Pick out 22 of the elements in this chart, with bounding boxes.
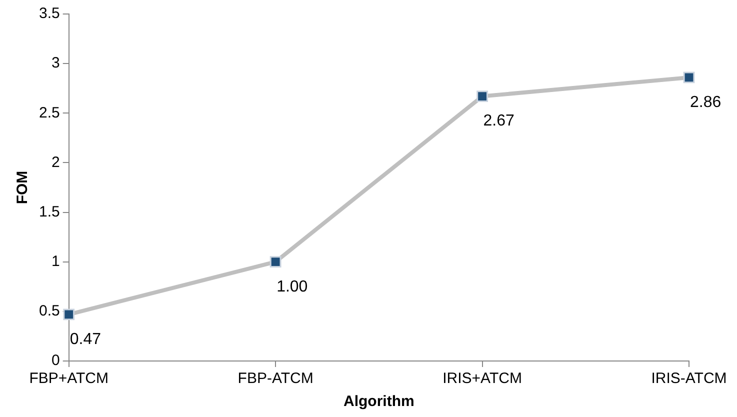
point — [63, 308, 75, 320]
x-tick-label: IRIS-ATCM — [651, 370, 727, 388]
point — [683, 72, 695, 84]
text: 1.00 — [276, 278, 308, 296]
text: 2.67 — [483, 112, 514, 130]
text: 0.47 — [70, 330, 101, 348]
y-tick-label: 0.5 — [38, 302, 60, 320]
x-tick-label: IRIS+ATCM — [442, 370, 522, 388]
y-axis-title: FOM — [14, 170, 32, 204]
text: 2.86 — [690, 94, 722, 111]
y-tick-label: 1.5 — [38, 203, 60, 220]
y-tick-label: 0 — [52, 352, 60, 370]
y-tick-label: 2.5 — [38, 104, 60, 122]
y-tick-label: 1 — [52, 253, 60, 270]
point — [476, 90, 488, 102]
point — [270, 256, 282, 268]
x-tick-label: FBP+ATCM — [29, 370, 109, 388]
x-tick-label: FBP-ATCM — [238, 370, 314, 388]
x-axis-title: Algorithm — [344, 393, 414, 410]
y-tick-label: 2 — [52, 154, 60, 171]
y-tick-label: 3.5 — [38, 5, 60, 22]
y-tick-label: 3 — [52, 54, 60, 72]
